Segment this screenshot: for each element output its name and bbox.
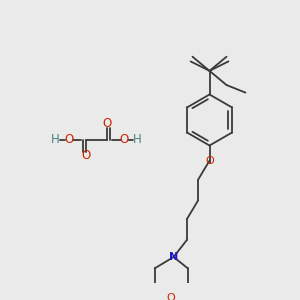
Text: N: N (169, 252, 178, 262)
Text: O: O (205, 156, 214, 166)
Text: O: O (120, 133, 129, 146)
Text: H: H (51, 133, 60, 146)
Text: O: O (64, 133, 74, 146)
Text: O: O (167, 292, 175, 300)
Text: O: O (103, 117, 112, 130)
Text: H: H (133, 133, 142, 146)
Text: O: O (81, 149, 90, 162)
